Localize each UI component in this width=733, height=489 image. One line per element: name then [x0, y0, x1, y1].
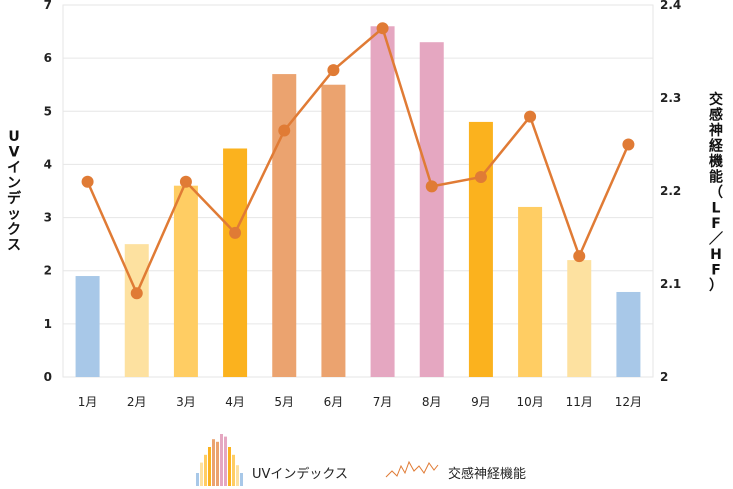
legend-bar-icon — [196, 434, 243, 486]
legend-bar-icon-bar — [236, 465, 239, 486]
legend-bar-icon-bar — [220, 434, 223, 486]
x-tick-label: 4月 — [225, 395, 245, 409]
x-tick-label: 2月 — [127, 395, 147, 409]
left-tick-label: 0 — [44, 370, 52, 384]
right-tick-label: 2.1 — [660, 277, 681, 291]
legend-bar-icon-bar — [200, 462, 203, 486]
legend-bar-label: UVインデックス — [252, 466, 348, 482]
left-tick-label: 6 — [44, 51, 52, 65]
bar — [173, 185, 198, 377]
left-tick-label: 4 — [44, 157, 52, 171]
line-point — [130, 287, 143, 300]
x-tick-label: 9月 — [471, 395, 491, 409]
bar — [468, 121, 493, 378]
left-axis-title: U V インデックス — [7, 129, 22, 254]
x-tick-label: 8月 — [422, 395, 442, 409]
legend-line-label: 交感神経機能 — [448, 466, 526, 482]
bar — [75, 276, 100, 377]
line-point — [327, 64, 340, 77]
line-point — [179, 175, 192, 188]
left-tick-label: 5 — [44, 104, 52, 118]
legend-bar-icon-bar — [224, 436, 227, 486]
legend-bar-icon-bar — [208, 447, 211, 486]
right-axis-ticks: 2 2.1 2.2 2.3 2.4 — [660, 0, 681, 384]
bar — [419, 42, 444, 377]
legend-bar-icon-bar — [232, 454, 235, 486]
x-tick-label: 12月 — [615, 395, 642, 409]
bar — [124, 244, 149, 377]
legend-bar-icon-bar — [216, 441, 219, 486]
line-point — [376, 22, 389, 35]
line-point — [622, 138, 635, 151]
line-point — [229, 226, 242, 239]
legend-bar-icon-bar — [204, 454, 207, 486]
axis-title-text: U V インデックス — [7, 129, 22, 254]
legend-bar-icon-bar — [228, 447, 231, 486]
bar-series — [75, 26, 641, 378]
x-tick-label: 5月 — [274, 395, 294, 409]
x-tick-label: 10月 — [516, 395, 543, 409]
right-axis-title: 交感神経機能（ L F ／ H F） — [709, 91, 724, 294]
line-point — [81, 175, 94, 188]
left-axis-ticks: 0 1 2 3 4 5 6 7 — [44, 0, 52, 384]
legend-bar-icon-bar — [240, 473, 243, 486]
left-tick-label: 7 — [44, 0, 52, 12]
line-point — [278, 124, 291, 137]
bar — [616, 291, 641, 377]
x-tick-label: 6月 — [324, 395, 344, 409]
x-tick-label: 7月 — [373, 395, 393, 409]
bar — [370, 26, 395, 378]
gridlines — [63, 4, 653, 378]
line-path — [86, 27, 630, 295]
bar — [223, 148, 248, 377]
right-tick-label: 2.3 — [660, 91, 681, 105]
right-tick-label: 2.2 — [660, 184, 681, 198]
line-point — [524, 110, 537, 123]
x-tick-label: 1月 — [78, 395, 98, 409]
line-point — [425, 180, 438, 193]
x-tick-label: 11月 — [566, 395, 593, 409]
right-tick-label: 2.4 — [660, 0, 681, 12]
bar — [567, 260, 592, 377]
left-tick-label: 1 — [44, 317, 52, 331]
plot-area — [62, 4, 654, 378]
legend-bar-icon-bar — [196, 473, 199, 486]
x-axis-ticks: 1月 2月 3月 4月 5月 6月 7月 8月 9月 10月 11月 12月 — [78, 395, 642, 409]
legend-bar-icon-bar — [212, 439, 215, 486]
right-tick-label: 2 — [660, 370, 668, 384]
line-point — [474, 171, 487, 184]
left-tick-label: 2 — [44, 264, 52, 278]
legend-line-icon — [385, 460, 439, 478]
legend: UVインデックス 交感神経機能 — [196, 434, 526, 486]
left-tick-label: 3 — [44, 211, 52, 225]
bar — [321, 84, 346, 377]
bar — [518, 206, 543, 377]
x-tick-label: 3月 — [176, 395, 196, 409]
axis-title-text: 交感神経機能（ L F ／ H F） — [709, 91, 724, 294]
line-point — [573, 250, 586, 263]
line-series — [81, 22, 635, 300]
